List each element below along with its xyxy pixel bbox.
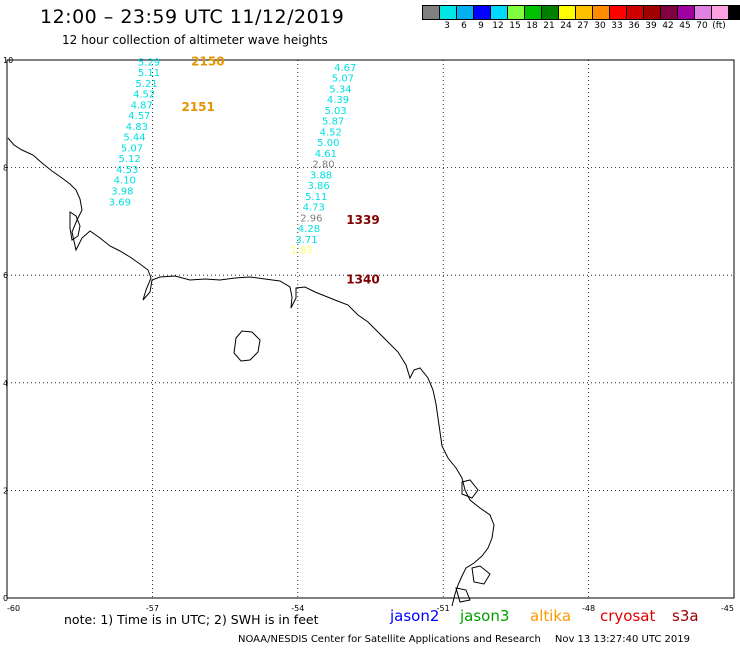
- river-mouth-path: [69, 211, 81, 241]
- scale-label: 45: [679, 21, 691, 31]
- pass-number-label: 1340: [346, 272, 379, 286]
- map-frame: [6, 59, 735, 599]
- wave-height-reading: 4.39: [327, 95, 349, 106]
- map-grid: [6, 59, 735, 599]
- wave-height-reading: 5.44: [123, 133, 145, 144]
- wave-height-reading: 4.61: [315, 149, 337, 160]
- footer-note: note: 1) Time is in UTC; 2) SWH is in fe…: [64, 612, 319, 627]
- lat-tick-label: 8: [3, 164, 8, 173]
- map-subtitle: 12 hour collection of altimeter wave hei…: [62, 33, 328, 47]
- wave-height-reading: 3.86: [307, 181, 329, 192]
- scale-label: 3: [444, 21, 450, 31]
- wave-height-reading: 4.53: [116, 165, 138, 176]
- scale-label: 33: [611, 21, 623, 31]
- legend-altika: altika: [530, 607, 572, 625]
- lat-tick-label: 2: [3, 486, 8, 495]
- legend-s3a: s3a: [672, 607, 699, 625]
- credit-text: NOAA/NESDIS Center for Satellite Applica…: [238, 634, 541, 645]
- legend-jason3: jason3: [460, 607, 510, 625]
- color-swatches: [422, 5, 740, 20]
- scale-label: 70: [696, 21, 708, 31]
- wave-height-readings: 5.295.115.214.524.874.574.835.445.075.12…: [109, 57, 357, 256]
- bay-islands-path: [455, 479, 491, 603]
- scale-label: (ft): [712, 21, 726, 31]
- scale-label: 30: [594, 21, 606, 31]
- wave-height-reading: 5.07: [332, 74, 354, 85]
- wave-height-reading: 5.11: [138, 68, 160, 79]
- scale-label: 12: [492, 21, 504, 31]
- wave-height-reading: 4.10: [114, 176, 136, 187]
- track-labels: 2150 2151 1339 1340: [181, 54, 379, 286]
- legend-cryosat: cryosat: [600, 607, 656, 625]
- pass-number-label: 2151: [181, 100, 214, 114]
- pass-number-label: 1339: [346, 213, 379, 227]
- lon-tick-label: -45: [721, 604, 734, 613]
- scale-label: 42: [662, 21, 674, 31]
- wave-height-reading: 5.21: [135, 79, 157, 90]
- wave-height-reading: 4.87: [131, 100, 153, 111]
- wave-height-reading: 3.88: [310, 170, 332, 181]
- scale-label: 15: [509, 21, 521, 31]
- wave-height-reading: 2.96: [300, 213, 322, 224]
- wave-height-color-scale: 3 6 9 12 15 18 21 24 27 30 33 36 39 42 45 70 (ft): [422, 5, 740, 34]
- wave-height-reading: 3.71: [295, 235, 317, 246]
- wave-height-reading: 4.73: [303, 203, 325, 214]
- wave-height-reading: 5.03: [324, 106, 346, 117]
- scale-label: 21: [543, 21, 555, 31]
- wave-height-reading: 5.29: [138, 57, 160, 68]
- wave-height-reading: 5.11: [305, 192, 327, 203]
- axis-tick-labels: -60 -57 -54 -51 -48 -45 0 2 4 6 8 10: [3, 56, 734, 613]
- lon-tick-label: -57: [146, 604, 159, 613]
- scale-labels: 3 6 9 12 15 18 21 24 27 30 33 36 39 42 45 70 (ft): [422, 20, 740, 34]
- scale-label: 6: [461, 21, 467, 31]
- lon-tick-label: -60: [7, 604, 20, 613]
- scale-label: 39: [645, 21, 657, 31]
- scale-swatch: [728, 5, 740, 20]
- scale-label: 24: [560, 21, 572, 31]
- lat-tick-label: 0: [3, 594, 8, 603]
- wave-height-reading: 4.57: [128, 111, 150, 122]
- lon-tick-label: -54: [291, 604, 304, 613]
- wave-height-reading: 4.52: [133, 90, 155, 101]
- wave-height-reading: 4.28: [298, 224, 320, 235]
- scale-label: 36: [628, 21, 640, 31]
- island-path: [233, 330, 261, 362]
- map-title: 12:00 – 23:59 UTC 11/12/2019: [40, 6, 345, 28]
- wave-height-reading: 3.69: [109, 197, 131, 208]
- legend-jason2: jason2: [390, 607, 440, 625]
- wave-height-reading: 5.07: [121, 143, 143, 154]
- scale-label: 27: [577, 21, 589, 31]
- lon-tick-label: -51: [437, 604, 450, 613]
- footer-credit: NOAA/NESDIS Center for Satellite Applica…: [238, 634, 690, 645]
- wave-height-reading: 5.34: [329, 84, 351, 95]
- lat-tick-label: 4: [3, 379, 8, 388]
- lon-tick-label: -48: [582, 604, 595, 613]
- wave-height-reading: 2.80: [312, 160, 334, 171]
- pass-number-label: 2150: [191, 54, 224, 68]
- lat-tick-label: 6: [3, 271, 8, 280]
- wave-height-reading: 4.83: [126, 122, 148, 133]
- wave-height-reading: 5.87: [322, 117, 344, 128]
- lat-tick-label: 10: [3, 56, 13, 65]
- wave-height-reading: 3.98: [111, 187, 133, 198]
- timestamp: Nov 13 13:27:40 UTC 2019: [554, 634, 691, 645]
- wave-height-reading: 1.83: [291, 246, 313, 257]
- wave-height-reading: 5.12: [118, 154, 140, 165]
- wave-height-reading: 5.00: [317, 138, 339, 149]
- wave-height-reading: 4.52: [320, 127, 342, 138]
- coastline-path: [7, 137, 495, 607]
- coastline: [7, 137, 495, 607]
- scale-label: 18: [526, 21, 538, 31]
- wave-height-reading: 4.67: [334, 63, 356, 74]
- scale-label: 9: [478, 21, 484, 31]
